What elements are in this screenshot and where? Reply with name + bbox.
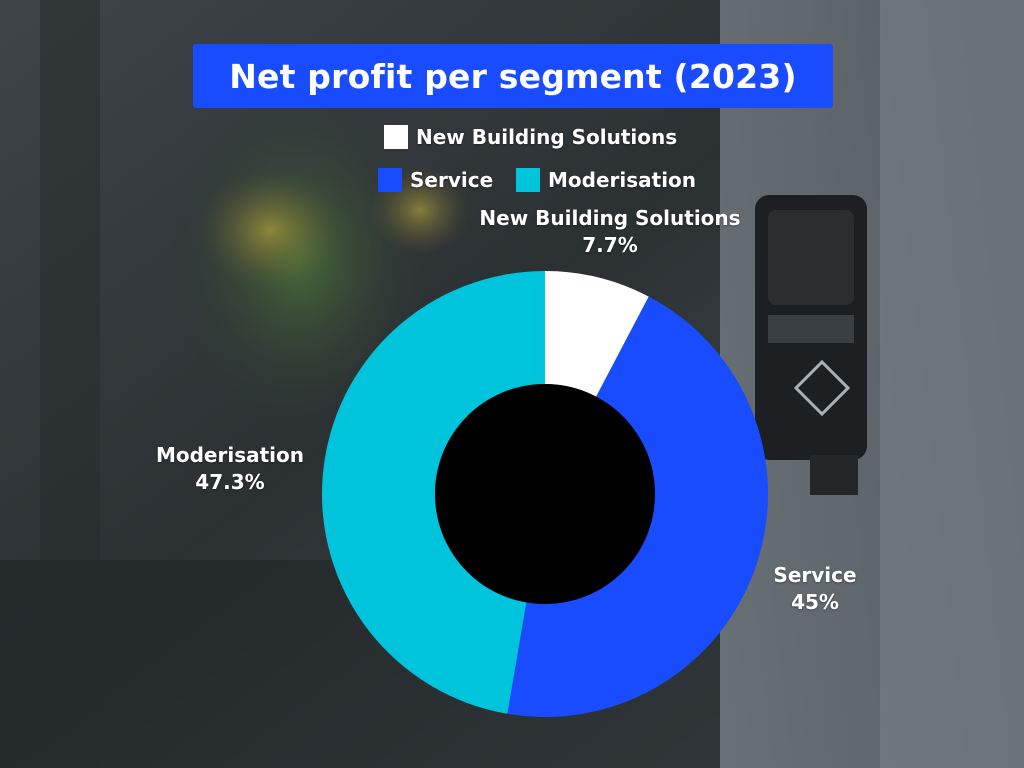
slice-label-moderisation: Moderisation 47.3% (140, 442, 320, 496)
legend-swatch-new-building-solutions (384, 125, 408, 149)
legend-item-service: Service (378, 168, 493, 192)
slice-value-service: 45% (791, 590, 839, 614)
legend-label-new-building-solutions: New Building Solutions (416, 125, 678, 149)
slice-new-building-solutions (545, 271, 649, 397)
slice-category-new-building-solutions: New Building Solutions (479, 206, 741, 230)
slice-value-new-building-solutions: 7.7% (582, 233, 638, 257)
legend-item-moderisation: Moderisation (516, 168, 696, 192)
legend-swatch-moderisation (516, 168, 540, 192)
slice-category-service: Service (773, 563, 857, 587)
slice-category-moderisation: Moderisation (155, 443, 305, 467)
slice-value-moderisation: 47.3% (195, 470, 265, 494)
slice-moderisation (321, 271, 545, 714)
legend-item-new-building-solutions: New Building Solutions (384, 125, 677, 149)
slice-label-new-building-solutions: New Building Solutions 7.7% (460, 205, 760, 259)
legend-swatch-service (378, 168, 402, 192)
legend-label-moderisation: Moderisation (548, 168, 697, 192)
donut-hole (435, 384, 655, 604)
chart-title: Net profit per segment (2023) (229, 56, 797, 96)
chart-title-banner: Net profit per segment (2023) (193, 44, 833, 108)
legend-label-service: Service (410, 168, 494, 192)
slice-label-service: Service 45% (760, 562, 870, 616)
slice-service (507, 296, 769, 718)
